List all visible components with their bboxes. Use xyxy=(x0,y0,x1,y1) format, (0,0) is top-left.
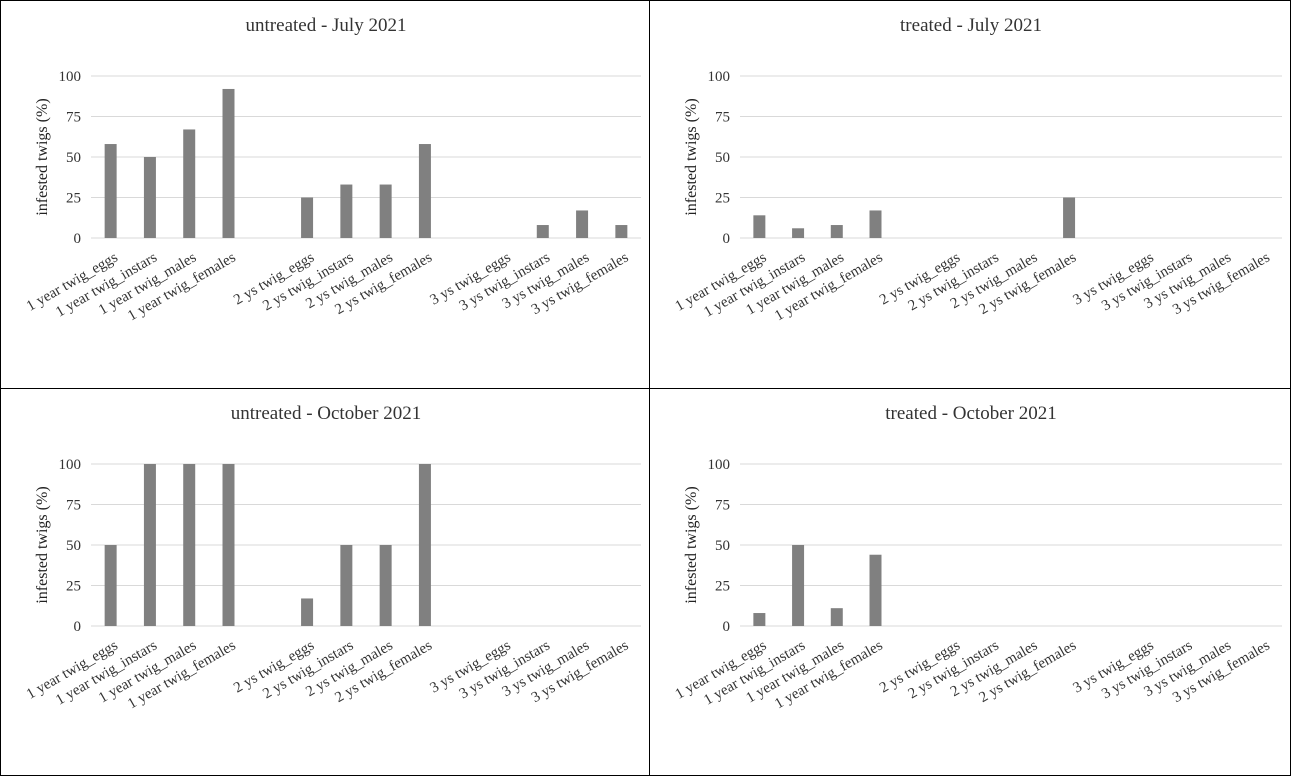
bar xyxy=(143,157,156,238)
y-tick-label: 25 xyxy=(715,191,730,207)
chart-title: treated - July 2021 xyxy=(900,15,1042,36)
bar xyxy=(379,545,392,626)
y-tick-label: 0 xyxy=(74,231,82,247)
bar xyxy=(301,598,314,626)
bar xyxy=(792,228,805,238)
bar xyxy=(1063,197,1076,238)
chart-svg: treated - July 2021 infested twigs (%) 0 25… xyxy=(673,15,1282,324)
chart-svg: untreated - July 2021 infested twigs (%) 0… xyxy=(24,15,641,324)
bar xyxy=(576,210,589,238)
y-axis-label: infested twigs (%) xyxy=(34,486,51,603)
bar xyxy=(536,225,549,238)
bar xyxy=(301,197,314,238)
chart-title: treated - October 2021 xyxy=(885,403,1056,424)
bar xyxy=(418,144,431,238)
y-axis-label: infested twigs (%) xyxy=(683,98,700,215)
bar xyxy=(830,608,843,626)
bar xyxy=(340,545,353,626)
y-tick-label: 25 xyxy=(66,579,81,595)
bar xyxy=(869,210,882,238)
bar xyxy=(104,144,117,238)
y-tick-label: 50 xyxy=(715,538,730,554)
bar xyxy=(222,464,235,626)
bar xyxy=(792,545,805,626)
bar xyxy=(418,464,431,626)
bar xyxy=(143,464,156,626)
chart-panel-untreated-july: untreated - July 2021 infested twigs (%) 0… xyxy=(0,0,650,389)
chart-svg: treated - October 2021 infested twigs (%)… xyxy=(673,403,1282,712)
y-tick-label: 0 xyxy=(723,619,731,635)
chart-svg: untreated - October 2021 infested twigs (… xyxy=(24,403,641,712)
y-tick-label: 100 xyxy=(59,69,82,85)
y-tick-label: 100 xyxy=(59,457,82,473)
y-tick-label: 50 xyxy=(66,150,81,166)
bar xyxy=(615,225,628,238)
bar xyxy=(753,613,766,626)
chart-title: untreated - July 2021 xyxy=(246,15,407,36)
bar xyxy=(183,464,196,626)
y-tick-label: 75 xyxy=(66,110,81,126)
chart-panel-treated-october: treated - October 2021 infested twigs (%)… xyxy=(649,388,1291,776)
chart-title: untreated - October 2021 xyxy=(231,403,421,424)
y-tick-label: 50 xyxy=(715,150,730,166)
y-tick-label: 25 xyxy=(66,191,81,207)
chart-panel-untreated-october: untreated - October 2021 infested twigs (… xyxy=(0,388,650,776)
bar xyxy=(104,545,117,626)
y-tick-label: 100 xyxy=(708,457,731,473)
bar xyxy=(183,129,196,238)
y-axis-label: infested twigs (%) xyxy=(683,486,700,603)
chart-panel-treated-july: treated - July 2021 infested twigs (%) 0 25… xyxy=(649,0,1291,389)
y-tick-label: 50 xyxy=(66,538,81,554)
bar xyxy=(340,184,353,238)
bar xyxy=(222,88,235,239)
bar xyxy=(869,554,882,626)
y-tick-label: 0 xyxy=(74,619,82,635)
bar xyxy=(379,184,392,238)
y-tick-label: 0 xyxy=(723,231,731,247)
y-tick-label: 75 xyxy=(66,498,81,514)
bar xyxy=(753,215,766,238)
y-tick-label: 75 xyxy=(715,110,730,126)
bar xyxy=(830,225,843,238)
y-tick-label: 75 xyxy=(715,498,730,514)
y-tick-label: 25 xyxy=(715,579,730,595)
y-axis-label: infested twigs (%) xyxy=(34,98,51,215)
y-tick-label: 100 xyxy=(708,69,731,85)
